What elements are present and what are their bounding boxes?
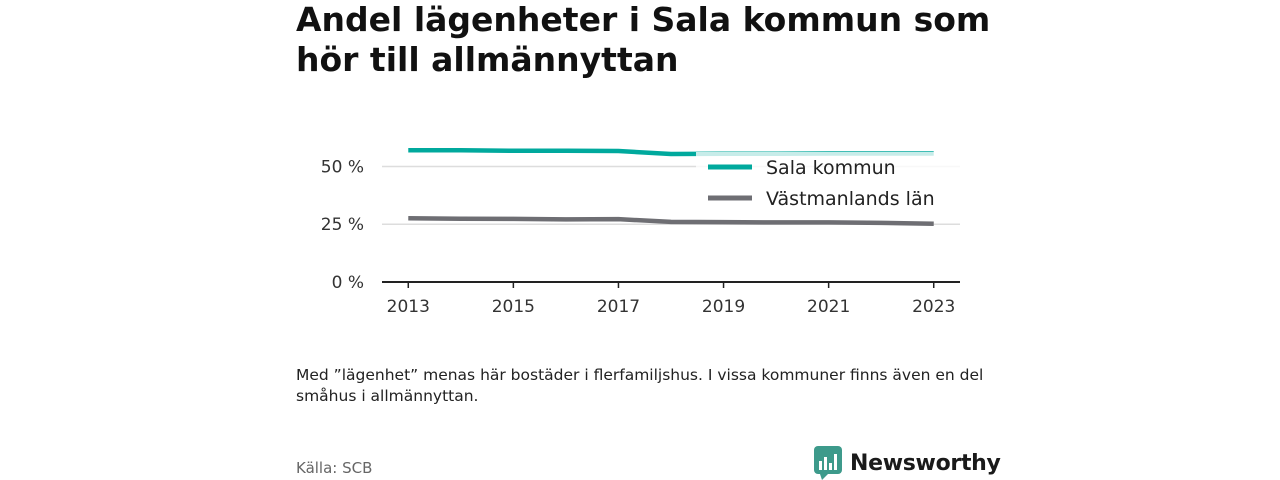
x-tick-label: 2023 (912, 297, 955, 317)
chart-title: Andel lägenheter i Sala kommun som hör t… (296, 0, 991, 79)
line-chart: Sala kommun Västmanlands län 0 % 25 % 50 %… (321, 148, 961, 317)
legend-label-sala: Sala kommun (766, 157, 896, 179)
source-label: Källa: SCB (296, 459, 373, 477)
axes: 0 % 25 % 50 % 2013 2015 2017 2019 2021 2023 (321, 157, 960, 317)
y-tick-label: 25 % (321, 215, 364, 235)
x-tick-label: 2015 (492, 297, 535, 317)
legend-background (696, 152, 961, 216)
legend: Sala kommun Västmanlands län (696, 152, 961, 216)
y-tick-label: 50 % (321, 157, 364, 177)
newsworthy-logo-text: Newsworthy (850, 450, 1001, 476)
x-tick-label: 2013 (387, 297, 430, 317)
x-tick-label: 2017 (597, 297, 640, 317)
x-tick-label: 2019 (702, 297, 745, 317)
newsworthy-logo: Newsworthy (814, 446, 1001, 480)
newsworthy-logo-icon (814, 446, 842, 480)
legend-label-lan: Västmanlands län (766, 188, 935, 210)
x-tick-label: 2021 (807, 297, 850, 317)
chart-note: Med ”lägenhet” menas här bostäder i fler… (296, 366, 984, 405)
series-line-lan (408, 215, 934, 227)
y-tick-label: 0 % (332, 273, 364, 293)
